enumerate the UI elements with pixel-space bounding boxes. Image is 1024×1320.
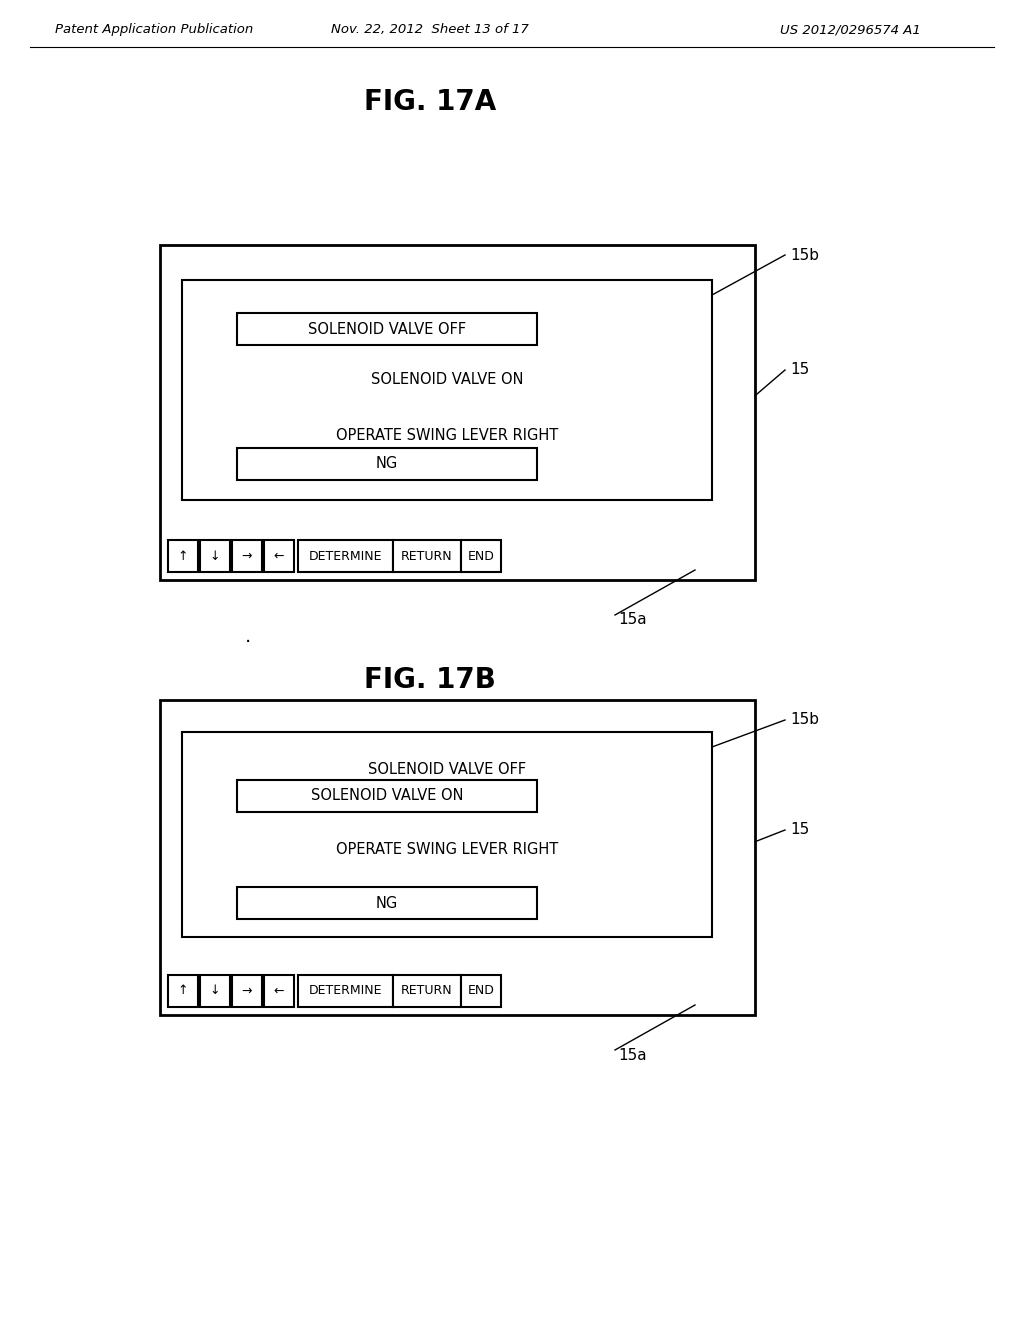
Text: 15b: 15b	[790, 248, 819, 263]
Text: ↑: ↑	[178, 985, 188, 998]
Bar	[182, 280, 712, 500]
Text: 15: 15	[790, 822, 809, 837]
Text: 15a: 15a	[618, 612, 646, 627]
Bar	[168, 540, 198, 572]
Bar	[237, 313, 537, 345]
Text: 15b: 15b	[790, 713, 819, 727]
Bar	[237, 447, 537, 480]
Text: OPERATE SWING LEVER RIGHT: OPERATE SWING LEVER RIGHT	[336, 428, 558, 442]
Text: END: END	[468, 985, 495, 998]
Text: ←: ←	[273, 549, 285, 562]
Text: DETERMINE: DETERMINE	[309, 985, 382, 998]
Bar	[461, 540, 501, 572]
Text: SOLENOID VALVE ON: SOLENOID VALVE ON	[371, 372, 523, 388]
Text: ←: ←	[273, 985, 285, 998]
Bar	[237, 780, 537, 812]
Text: SOLENOID VALVE OFF: SOLENOID VALVE OFF	[368, 763, 526, 777]
Bar	[298, 540, 393, 572]
Bar	[232, 540, 262, 572]
Text: SOLENOID VALVE ON: SOLENOID VALVE ON	[310, 788, 463, 804]
Text: FIG. 17B: FIG. 17B	[365, 667, 496, 694]
Bar	[232, 975, 262, 1007]
Bar	[200, 975, 230, 1007]
Text: RETURN: RETURN	[401, 549, 453, 562]
Text: ↓: ↓	[210, 985, 220, 998]
Text: ↑: ↑	[178, 549, 188, 562]
Text: SOLENOID VALVE OFF: SOLENOID VALVE OFF	[308, 322, 466, 337]
Bar	[160, 700, 755, 1015]
Text: DETERMINE: DETERMINE	[309, 549, 382, 562]
Bar	[160, 246, 755, 579]
Bar	[264, 540, 294, 572]
Text: →: →	[242, 985, 252, 998]
Text: Nov. 22, 2012  Sheet 13 of 17: Nov. 22, 2012 Sheet 13 of 17	[331, 24, 528, 37]
Bar	[200, 540, 230, 572]
Text: OPERATE SWING LEVER RIGHT: OPERATE SWING LEVER RIGHT	[336, 842, 558, 858]
Text: FIG. 17A: FIG. 17A	[364, 88, 496, 116]
Bar	[393, 540, 461, 572]
Bar	[393, 975, 461, 1007]
Text: NG: NG	[376, 457, 398, 471]
Bar	[264, 975, 294, 1007]
Bar	[237, 887, 537, 919]
Text: END: END	[468, 549, 495, 562]
Bar	[168, 975, 198, 1007]
Bar	[461, 975, 501, 1007]
Bar	[182, 733, 712, 937]
Text: .: .	[245, 627, 251, 647]
Text: 15: 15	[790, 363, 809, 378]
Text: Patent Application Publication: Patent Application Publication	[55, 24, 253, 37]
Text: US 2012/0296574 A1: US 2012/0296574 A1	[780, 24, 921, 37]
Text: →: →	[242, 549, 252, 562]
Text: ↓: ↓	[210, 549, 220, 562]
Bar	[298, 975, 393, 1007]
Text: RETURN: RETURN	[401, 985, 453, 998]
Text: NG: NG	[376, 895, 398, 911]
Text: 15a: 15a	[618, 1048, 646, 1063]
